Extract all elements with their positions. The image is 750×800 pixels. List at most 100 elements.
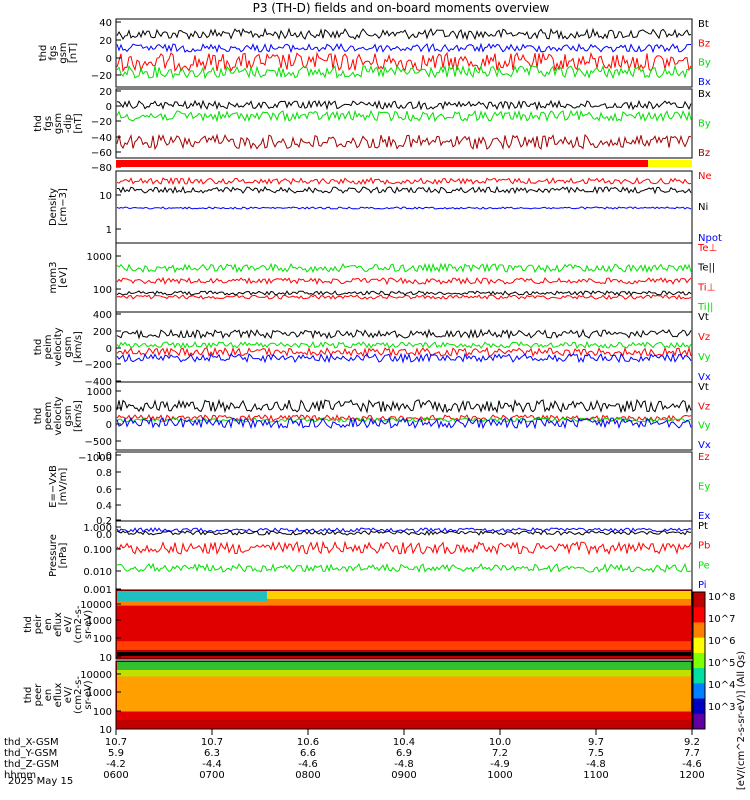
y-label-line: sr-eV) xyxy=(83,680,94,709)
series-line-Bz xyxy=(116,133,692,151)
y-label-line: [nPa] xyxy=(58,542,69,568)
series-line-Bt xyxy=(116,27,692,41)
colorbar: 10^8 10^7 10^6 10^5 10^4 10^3 [eV/(cm^2-s-sr-e… xyxy=(692,591,747,790)
colorbar-segment xyxy=(693,607,705,623)
colorbar-segment xyxy=(693,652,705,669)
legend-Vx: Vx xyxy=(698,440,711,451)
y-axis-label: thd peem velocity gsm [km/s] xyxy=(33,396,84,435)
series-line-Pt xyxy=(116,530,691,536)
z-gsm-value: -4.4 xyxy=(202,759,222,770)
colorbar-segment xyxy=(693,698,705,715)
y-label-line: eflux xyxy=(53,612,64,637)
status-bar-yellow xyxy=(648,160,692,167)
y-tick-label: 200 xyxy=(93,327,112,338)
y-label-line: [km/s] xyxy=(73,400,84,432)
x-gsm-value: 10.0 xyxy=(489,737,511,748)
y-label-line: thd xyxy=(33,115,44,132)
y-tick-label: 100 xyxy=(93,634,112,645)
panel-frame xyxy=(115,88,693,159)
z-gsm-value: -4.8 xyxy=(586,759,606,770)
z-gsm-value: -4.8 xyxy=(394,759,414,770)
y-axis-label: thd fgs gsm -dip [nT] xyxy=(33,113,84,134)
y-tick-label: −1000 xyxy=(78,453,112,464)
y-axis-label: E=−VxB [mV/m] xyxy=(48,465,69,508)
legend-Vy: Vy xyxy=(698,421,711,432)
y-tick-label: 1.000 xyxy=(83,523,112,534)
legend-Te⊥: Te⊥ xyxy=(697,243,717,254)
spectrogram-band xyxy=(117,599,691,606)
colorbar-tick: 10^8 xyxy=(708,592,735,603)
panel-peer_en_eflux: 10000 1000 100 10 thd peer en eflux eV/(cm2-s-sr… xyxy=(23,660,693,736)
y-tick-label: 20 xyxy=(99,36,112,47)
legend-Ne: Ne xyxy=(698,171,712,182)
y-label-line: peir xyxy=(33,614,44,634)
time-value: 1100 xyxy=(583,770,608,781)
spectrogram-feature xyxy=(117,591,267,601)
legend-Vt: Vt xyxy=(698,382,709,393)
y-tick-label: 10 xyxy=(99,725,112,736)
y-tick-label: −80 xyxy=(91,163,112,174)
y-label-line: [nT] xyxy=(73,113,84,133)
y-tick-label: 40 xyxy=(99,18,112,29)
time-value: 1200 xyxy=(679,770,704,781)
y-tick-label: 100 xyxy=(93,285,112,296)
y-label-line: eV/ xyxy=(63,686,74,703)
spectrogram-feature xyxy=(117,652,691,656)
spectrogram-band xyxy=(117,669,691,677)
panel-temperature: 1000 100 mom3 [eV] Te⊥ Te|| Ti⊥ Ti|| xyxy=(48,242,717,313)
x-gsm-value: 10.4 xyxy=(393,737,415,748)
y-label-line: en xyxy=(43,618,54,631)
y-label-line: en xyxy=(43,689,54,702)
y-axis-label: thd peir en eflux eV/(cm2-s-sr-eV) xyxy=(23,605,94,643)
colorbar-segment xyxy=(693,622,705,639)
y-label-line: [cm−3] xyxy=(58,188,69,226)
y-tick-label: 0 xyxy=(106,420,112,431)
z-gsm-value: -4.6 xyxy=(682,759,702,770)
colorbar-label: [eV/(cm^2-s-sr-eV)] (All Qs) xyxy=(736,651,747,790)
legend-Ni: Ni xyxy=(698,202,708,213)
spectrogram-band xyxy=(117,605,691,642)
spectrogram-band xyxy=(117,711,691,721)
series-line-Bx xyxy=(116,99,692,111)
legend-Ez: Ez xyxy=(698,452,710,463)
y-axis-label: thd peer en eflux eV/(cm2-s-sr-eV) xyxy=(23,676,94,714)
panel-frame xyxy=(115,451,693,522)
series-line-Ti⊥ xyxy=(116,276,692,286)
y-tick-label: 1.0 xyxy=(96,451,112,462)
colorbar-tick: 10^6 xyxy=(708,636,735,647)
y-gsm-value: 6.3 xyxy=(204,748,220,759)
ephem-row-label: thd_X-GSM xyxy=(4,737,59,748)
y-axis-label: mom3 [eV] xyxy=(48,262,69,294)
legend-Pe: Pe xyxy=(698,560,710,571)
time-value: 0900 xyxy=(391,770,416,781)
y-tick-label: 500 xyxy=(93,404,112,415)
y-label-line: (cm2-s- xyxy=(73,676,84,714)
status-bar-red xyxy=(116,160,648,167)
legend-Ex: Ex xyxy=(698,511,710,522)
y-tick-label: 1000 xyxy=(87,252,112,263)
y-label-line: thd xyxy=(23,616,34,633)
y-tick-label: −400 xyxy=(85,377,112,388)
colorbar-tick: 10^4 xyxy=(708,680,735,691)
colorbar-segment xyxy=(693,713,705,730)
y-gsm-value: 7.2 xyxy=(492,748,508,759)
y-label-line: E=−VxB xyxy=(48,465,59,508)
spectrogram-band xyxy=(117,591,691,600)
panel-density: 10 1 Density [cm−3] Ne Ni Npot xyxy=(48,170,722,244)
y-label-line: eV/ xyxy=(63,616,74,633)
ephemeris-axis: thd_X-GSMthd_Y-GSMthd_Z-GSMhhmm10.75.9-4… xyxy=(4,729,705,781)
y-label-line: thd xyxy=(38,45,49,62)
time-value: 0800 xyxy=(295,770,320,781)
panel-efield: 1.0 0.8 0.6 0.4 0.2 0.0 E=−VxB [mV/m] Ez Ey Ex xyxy=(48,451,710,541)
series-line-Vx xyxy=(116,352,692,364)
y-tick-label: 0.010 xyxy=(83,567,112,578)
spectrogram-band xyxy=(117,641,691,650)
y-tick-label: 1000 xyxy=(87,688,112,699)
colorbar-frame xyxy=(692,591,706,730)
y-gsm-value: 7.5 xyxy=(588,748,604,759)
series-line-Pe xyxy=(116,562,692,574)
y-label-line: thd xyxy=(33,339,44,356)
ephem-row-label: thd_Z-GSM xyxy=(4,759,59,770)
series-line-Npot xyxy=(116,206,692,210)
